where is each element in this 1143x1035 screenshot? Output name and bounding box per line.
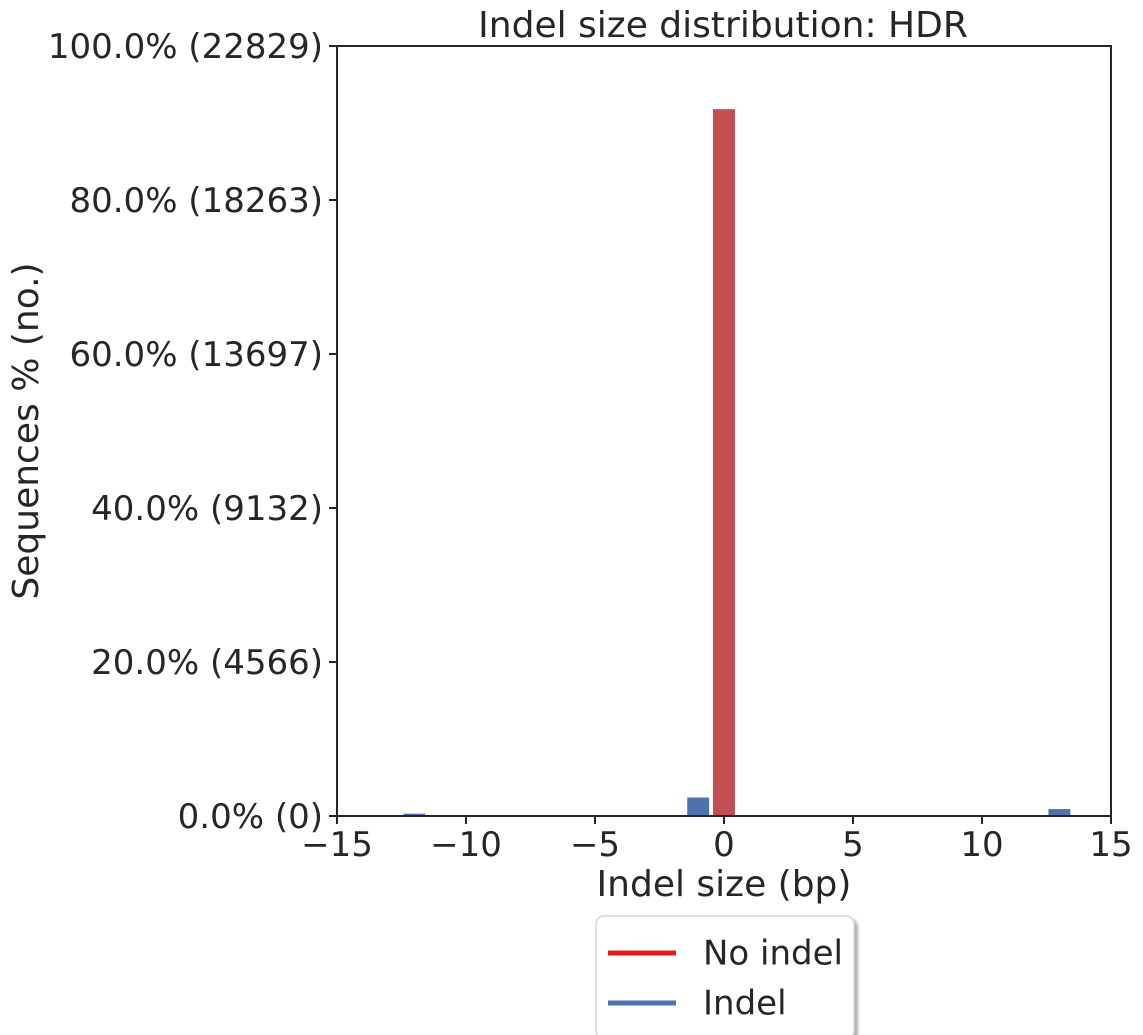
x-axis-label: Indel size (bp) bbox=[597, 864, 852, 905]
x-tick-label: 5 bbox=[842, 825, 864, 865]
x-tick-label: −10 bbox=[430, 825, 502, 865]
legend-label-indel: Indel bbox=[703, 984, 787, 1024]
bar-indel-1 bbox=[687, 797, 710, 816]
x-tick-label: 0 bbox=[713, 825, 735, 865]
plot-area: −15 −10 −5 0 5 10 15 0.0% (0) 20.0% (4566) 40.0% … bbox=[48, 27, 1133, 865]
x-tick-label: −5 bbox=[570, 825, 620, 865]
bar-no-indel-0 bbox=[713, 109, 735, 816]
x-tick-label: −15 bbox=[301, 825, 373, 865]
legend-label-no-indel: No indel bbox=[703, 934, 843, 974]
y-tick-label: 40.0% (9132) bbox=[91, 489, 323, 529]
bar-indel-2 bbox=[1048, 809, 1071, 816]
x-tick-label: 15 bbox=[1089, 825, 1132, 865]
y-axis-label: Sequences % (no.) bbox=[6, 262, 47, 599]
plot-frame bbox=[336, 45, 1112, 817]
chart-title: Indel size distribution: HDR bbox=[478, 5, 968, 46]
legend: No indel Indel bbox=[595, 915, 855, 1035]
y-tick-label: 0.0% (0) bbox=[178, 797, 323, 837]
y-tick-label: 80.0% (18263) bbox=[69, 181, 323, 221]
y-tick-label: 100.0% (22829) bbox=[48, 27, 323, 67]
bar-indel-0 bbox=[403, 813, 426, 816]
y-tick-label: 20.0% (4566) bbox=[91, 643, 323, 683]
y-tick-label: 60.0% (13697) bbox=[69, 335, 323, 375]
x-tick-label: 10 bbox=[960, 825, 1003, 865]
